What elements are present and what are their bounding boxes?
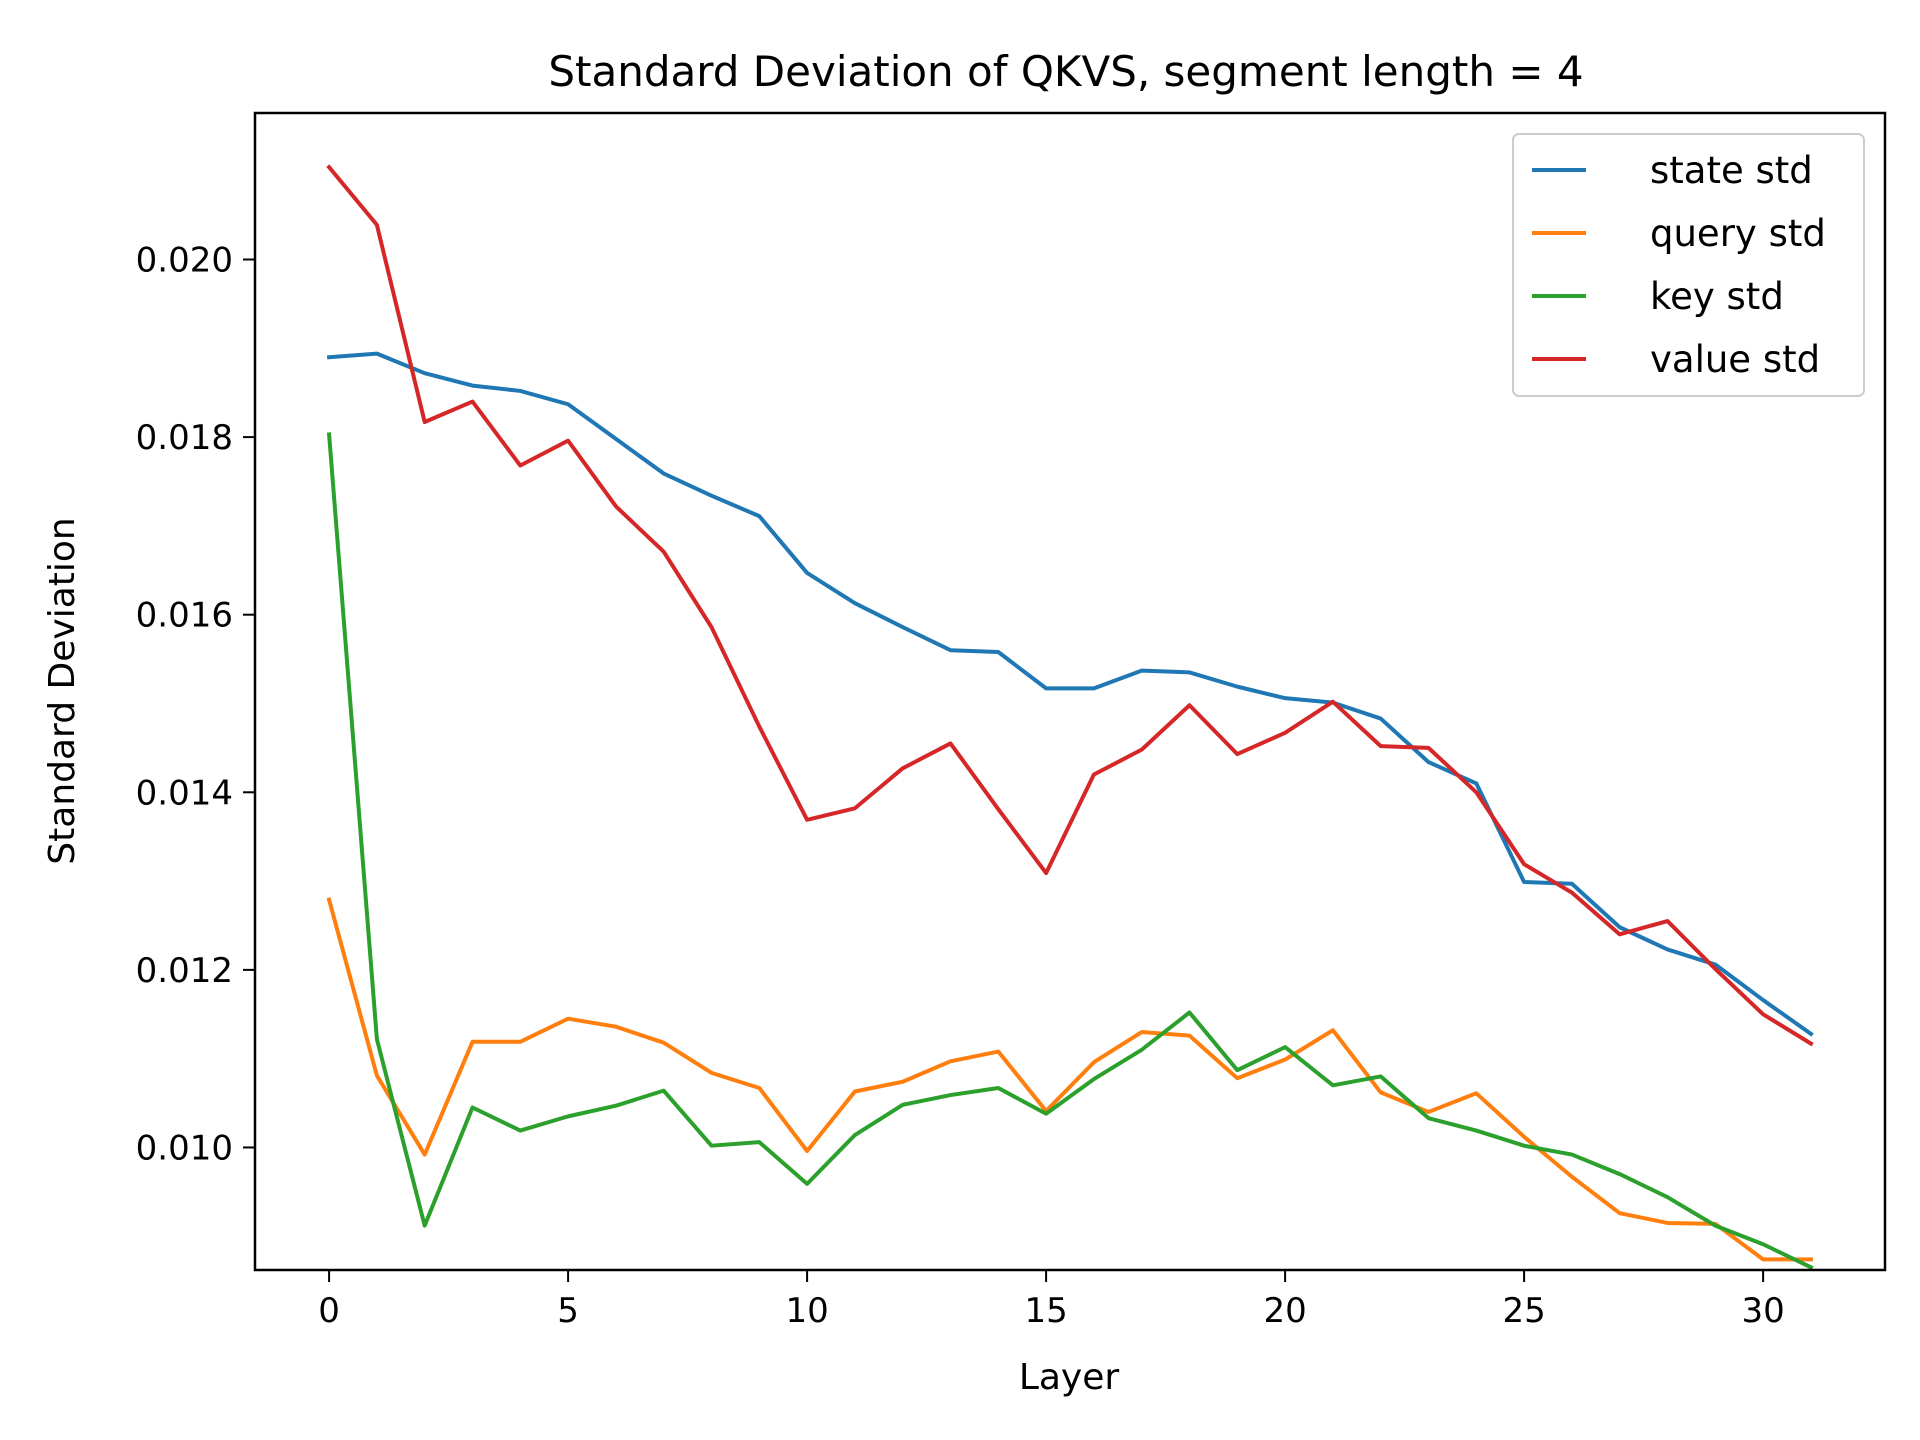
legend-label-value-std: value std [1650, 338, 1820, 381]
x-axis-ticks: 0 5 10 15 20 25 30 [318, 1270, 1785, 1331]
x-tick-label: 25 [1502, 1291, 1545, 1331]
series-line-key-std [326, 432, 1814, 1271]
legend: state std query std key std value std [1512, 133, 1865, 397]
x-tick-label: 5 [557, 1291, 579, 1331]
series-lines [326, 164, 1814, 1271]
legend-box [1512, 133, 1865, 397]
x-tick-label: 0 [318, 1291, 340, 1331]
series-line-state-std [326, 351, 1814, 1037]
x-tick-label: 30 [1741, 1291, 1784, 1331]
y-axis-label: Standard Deviation [42, 517, 83, 864]
legend-label-state-std: state std [1650, 149, 1813, 192]
y-tick-label: 0.020 [136, 241, 233, 281]
y-tick-label: 0.012 [136, 951, 233, 991]
x-tick-label: 20 [1263, 1291, 1306, 1331]
series-line-query-std [326, 897, 1813, 1262]
series-line-value-std [326, 164, 1814, 1047]
legend-label-key-std: key std [1650, 275, 1784, 318]
y-tick-label: 0.010 [136, 1128, 233, 1168]
y-axis-ticks: 0.010 0.012 0.014 0.016 0.018 0.020 [136, 241, 255, 1168]
chart-title: Standard Deviation of QKVS, segment leng… [548, 47, 1583, 96]
x-tick-label: 15 [1024, 1291, 1067, 1331]
y-tick-label: 0.016 [136, 596, 233, 636]
x-tick-label: 10 [785, 1291, 828, 1331]
x-axis-label: Layer [1019, 1357, 1120, 1398]
y-tick-label: 0.014 [136, 773, 233, 813]
plot-frame [253, 111, 1887, 1272]
y-tick-label: 0.018 [136, 418, 233, 458]
legend-label-query-std: query std [1650, 212, 1826, 255]
